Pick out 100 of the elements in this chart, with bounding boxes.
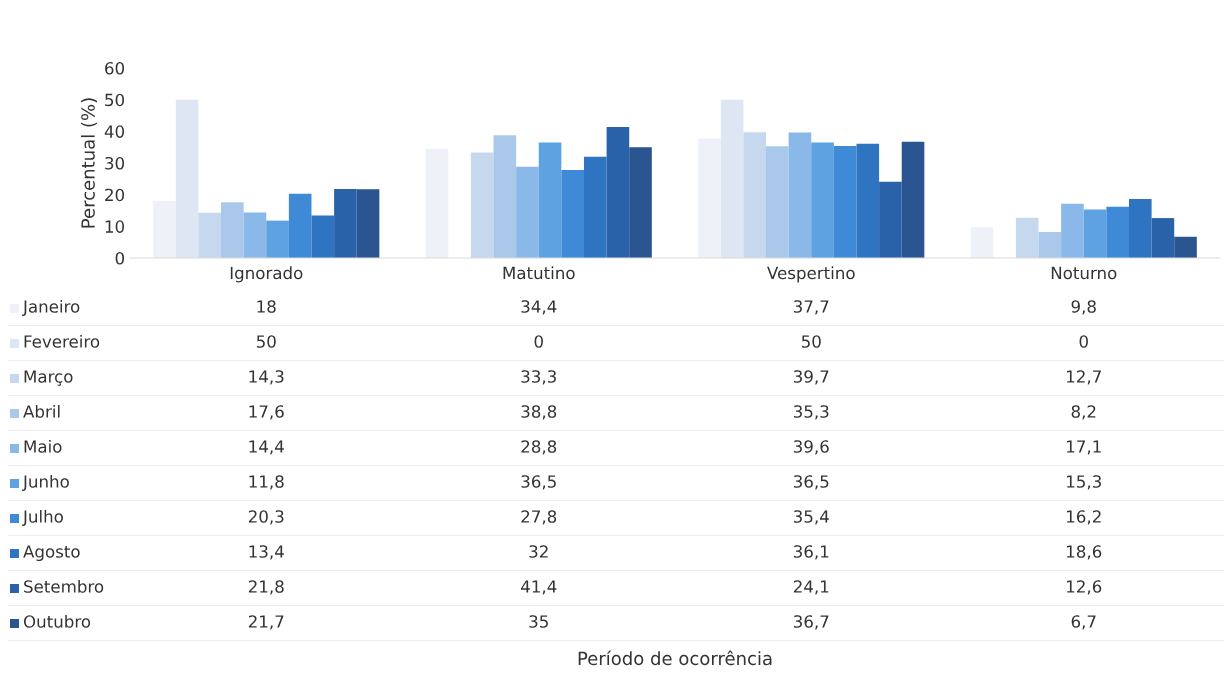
bar [288,193,312,258]
data-label: 39,6 [793,440,829,455]
data-label: 8,2 [1071,405,1096,420]
bar [356,189,380,258]
y-axis-title: Percentual (%) [80,98,97,228]
bar [1083,209,1107,258]
bar [198,212,222,258]
data-label: 33,3 [521,370,556,385]
legend-label: Fevereiro [24,334,100,348]
bar [334,188,357,258]
legend-label: Agosto [23,545,80,562]
data-label: 0 [1079,335,1088,348]
bar [425,149,449,258]
data-label: 18 [257,300,276,313]
bar [788,132,812,258]
data-label: 35 [529,615,548,628]
bar [629,147,652,258]
data-label: 50 [801,335,821,348]
data-label: 27,8 [521,510,557,525]
x-tick-label: Noturno [1051,266,1117,280]
data-label: 36,5 [793,475,829,490]
data-label: 32 [529,545,548,558]
y-tick-label: 30 [105,156,125,170]
legend-label: Março [24,370,73,386]
bar [833,145,857,258]
x-tick-label: Vespertino [767,266,855,283]
data-label: 28,8 [521,440,557,455]
bar [970,226,994,258]
x-tick-label: Matutino [503,266,575,280]
data-label: 21,8 [248,580,284,595]
bar [538,142,562,258]
data-label: 38,8 [521,405,557,420]
bar [153,201,176,258]
bar [811,142,834,258]
legend-label: Maio [24,439,62,453]
data-label: 0 [534,335,543,348]
y-tick-label: 0 [115,251,125,265]
bar [583,156,607,258]
data-label: 11,8 [249,475,284,490]
data-label: 9,8 [1071,300,1096,315]
data-label: 14,3 [249,370,284,385]
data-label: 20,3 [248,510,284,525]
data-label: 34,4 [521,300,557,315]
data-label: 12,7 [1067,370,1101,385]
bar [743,132,767,258]
text: Período de ocorrência [578,650,772,666]
bar [1174,236,1197,258]
bar [561,169,584,258]
bar [470,152,494,258]
x-tick-label: Ignorado [230,266,303,283]
data-label: 36,1 [793,545,829,560]
data-label: 41,4 [521,580,557,595]
bar [606,126,630,258]
data-label: 14,4 [249,440,284,455]
bar [243,212,267,258]
bar [698,138,721,258]
y-tick-label: 60 [105,61,125,75]
bar [856,143,880,258]
legend-label: Julho [22,509,63,526]
bar [720,99,744,258]
bar [1061,203,1084,258]
data-label: 35,3 [793,405,829,420]
legend-label: Abril [23,404,60,418]
bar [311,215,335,258]
bar [493,135,517,258]
data-label: 15,3 [1067,475,1101,490]
data-label: 21,7 [248,615,284,630]
data-label: 18,6 [1067,545,1102,560]
legend-label: Junho [22,474,69,491]
bar [1106,206,1129,258]
y-tick-label: 10 [105,220,125,233]
legend-label: Outubro [23,614,91,628]
y-tick-label: 50 [105,93,125,107]
bar [1151,218,1175,258]
data-label: 6,7 [1071,615,1096,630]
data-label: 17,1 [1067,440,1101,455]
data-label: 37,7 [793,300,829,315]
bar [1038,232,1062,258]
data-label: 12,6 [1067,580,1102,595]
bar [879,181,902,258]
y-tick-label: 20 [105,188,125,202]
legend-label: Setembro [24,579,104,593]
bar [1128,199,1152,258]
data-label: 17,6 [249,405,284,420]
bar [175,99,199,258]
bar [1015,217,1039,258]
bar [766,146,789,258]
data-label: 36,5 [521,475,556,490]
data-label: 13,4 [249,545,284,560]
data-label: 36,7 [793,615,829,630]
data-label: 50 [256,335,276,348]
bar [516,166,539,258]
data-label: 16,2 [1067,510,1101,525]
data-label: 24,1 [793,580,829,595]
bar [266,220,289,258]
data-label: 39,7 [793,370,829,385]
bar [221,202,244,258]
y-tick-label: 40 [104,125,125,138]
bar [901,141,925,258]
data-label: 35,4 [793,510,829,525]
